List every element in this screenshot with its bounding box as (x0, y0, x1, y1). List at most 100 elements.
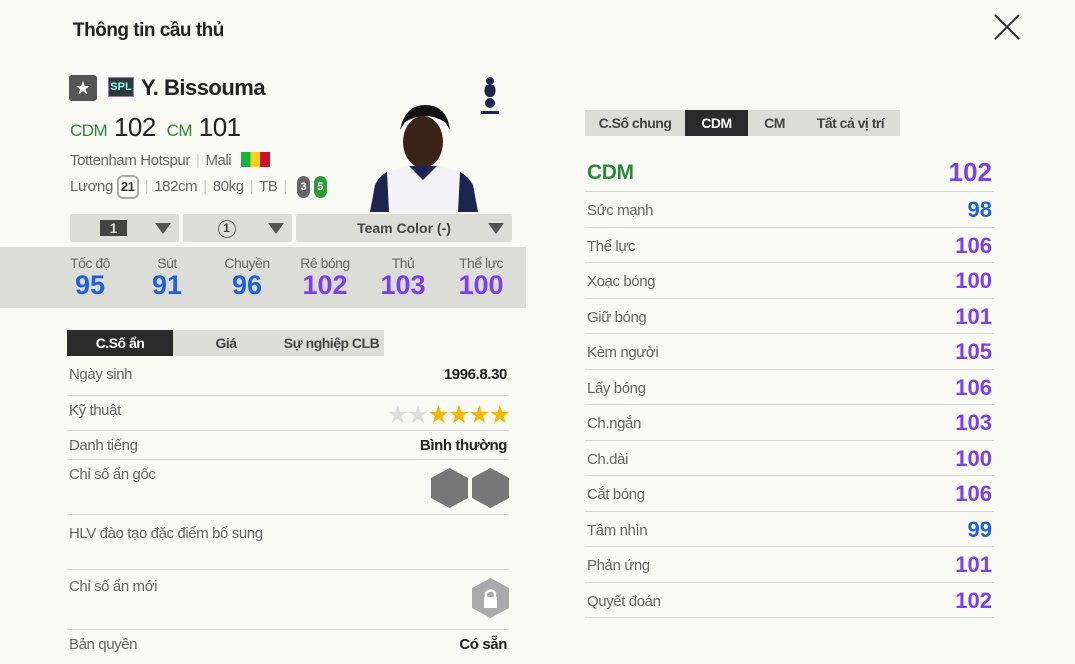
position-rating: 102 (948, 157, 992, 187)
salary-badge: 21 (116, 175, 139, 199)
right-tabs: C.Số chung CDM CM Tất cả vị trí (585, 110, 900, 136)
page-title: Thông tin cầu thủ (73, 20, 224, 41)
stat-value: 101 (955, 303, 992, 329)
chevron-down-icon (155, 223, 171, 234)
star-icon: ★ (488, 401, 511, 429)
player-physical: Lương 21 | 182cm | 80kg | TB | 3 5 (70, 175, 327, 199)
team-color-dropdown[interactable]: Team Color (-) (296, 214, 512, 242)
star-icon: ★ (447, 401, 470, 429)
stat-value: 101 (955, 552, 992, 577)
mali-flag-icon (241, 152, 271, 167)
tab-all-positions[interactable]: Tất cả vị trí (816, 115, 885, 131)
tab-general-stats[interactable]: C.Số chung (598, 115, 672, 131)
stat-label: Ch.dài (587, 450, 628, 468)
rating-1: 102 (113, 112, 156, 142)
level-value: 1 (217, 220, 236, 239)
star-icon: ★ (406, 401, 429, 429)
club-crest-icon (481, 77, 499, 114)
level-dropdown[interactable]: 1 (183, 214, 292, 242)
tab-cdm[interactable]: CDM (685, 110, 748, 136)
stat-value: 106 (955, 374, 992, 400)
right-foot-icon: 5 (313, 176, 327, 199)
new-traits-row: Chỉ số ẩn mới (67, 570, 509, 630)
birth-value: 1996.8.30 (443, 366, 508, 383)
team-color-value: Team Color (-) (357, 220, 451, 236)
tab-hidden-stats[interactable]: C.Số ẩn (67, 330, 173, 356)
position-stat-row: Kèm người 105 (585, 334, 994, 370)
stat-label: Chuyền (224, 255, 270, 271)
stat-value: 103 (380, 270, 426, 300)
player-ratings: CDM 102 CM 101 (70, 112, 241, 143)
trait-playmaker-icon[interactable] (472, 468, 509, 508)
stat-value: 91 (151, 270, 183, 300)
stat-1: Sút 91 (132, 255, 202, 301)
license-value: Có sẵn (459, 636, 507, 653)
reputation-value: Bình thường (419, 437, 508, 454)
stat-value: 105 (955, 339, 992, 364)
season-badge: SPL (108, 77, 134, 97)
upgrade-value: 1 (99, 220, 128, 236)
stat-value: 99 (967, 516, 992, 542)
club: Tottenham Hotspur (70, 152, 190, 169)
position-stat-row: Ch.ngắn 103 (585, 405, 994, 441)
stat-label: Kèm người (587, 344, 659, 361)
body-type: TB (259, 178, 278, 195)
player-photo (370, 105, 478, 212)
favorite-star-icon[interactable]: ★ (69, 75, 97, 101)
position-stat-row: Xoạc bóng 100 (585, 263, 994, 299)
skill-label: Kỹ thuật (69, 402, 121, 419)
position-stat-row: Thể lực 106 (585, 228, 994, 263)
stat-label: Phản ứng (587, 557, 650, 574)
position-stat-row: Cắt bóng 106 (585, 476, 994, 512)
upgrade-dropdown[interactable]: 1 (70, 214, 179, 242)
trait-long-shot-icon[interactable] (431, 468, 468, 508)
position-label: CDM (587, 161, 634, 184)
stat-value: 106 (955, 232, 992, 258)
stat-label: Tầm nhìn (587, 521, 648, 539)
height: 182cm (154, 178, 198, 195)
weight: 80kg (212, 178, 244, 195)
stat-value: 102 (955, 587, 992, 613)
tab-cm[interactable]: CM (764, 115, 785, 131)
lock-icon[interactable] (472, 578, 509, 618)
new-traits-label: Chỉ số ẩn mới (69, 578, 158, 595)
tab-price[interactable]: Giá (215, 335, 237, 351)
position-stat-row: Phản ứng 101 (585, 547, 994, 583)
player-name: Y. Bissouma (141, 75, 266, 100)
stat-4: Thủ 103 (368, 255, 438, 301)
stat-value: 102 (302, 270, 348, 300)
club-nation: Tottenham Hotspur | Mali (70, 152, 271, 169)
stat-0: Tốc độ 95 (55, 255, 125, 301)
chevron-down-icon (488, 223, 504, 234)
stat-label: Thể lực (587, 237, 636, 255)
nation: Mali (205, 152, 232, 169)
skill-row: Kỹ thuật ★★★★★★ (67, 396, 511, 431)
stat-label: Tốc độ (70, 255, 110, 271)
main-stats-bar: Tốc độ 95 Sút 91 Chuyền 96 Rê bóng 102 Thủ 103 Thể… (0, 247, 526, 308)
stat-label: Quyết đoán (587, 592, 661, 610)
stat-value: 95 (74, 270, 106, 300)
stat-value: 96 (231, 270, 263, 300)
close-icon[interactable] (992, 12, 1022, 42)
reputation-label: Danh tiếng (69, 437, 138, 454)
traits-row: Chỉ số ẩn gốc (67, 460, 509, 515)
position-stat-row: Lấy bóng 106 (585, 370, 994, 405)
stat-label: Ch.ngắn (587, 415, 641, 432)
stat-2: Chuyền 96 (212, 255, 282, 301)
reputation-row: Danh tiếng Bình thường (67, 431, 509, 460)
salary-label: Lương (70, 178, 113, 195)
tab-club-career[interactable]: Sự nghiệp CLB (283, 335, 380, 351)
stat-label: Giữ bóng (587, 308, 647, 326)
position-stat-row: Ch.dài 100 (585, 441, 994, 476)
skill-stars: ★★★★★★ (386, 400, 511, 430)
stat-label: Sút (157, 255, 177, 271)
stat-value: 98 (967, 197, 992, 222)
stat-value: 106 (955, 481, 992, 506)
position-stat-row: Tầm nhìn 99 (585, 512, 994, 547)
stat-label: Cắt bóng (587, 486, 645, 503)
stat-value: 103 (955, 410, 992, 435)
stat-label: Thể lực (459, 255, 504, 271)
license-row: Bản quyền Có sẵn (67, 630, 509, 664)
position-1: CDM (70, 121, 108, 140)
position-stat-row: Giữ bóng 101 (585, 299, 994, 334)
